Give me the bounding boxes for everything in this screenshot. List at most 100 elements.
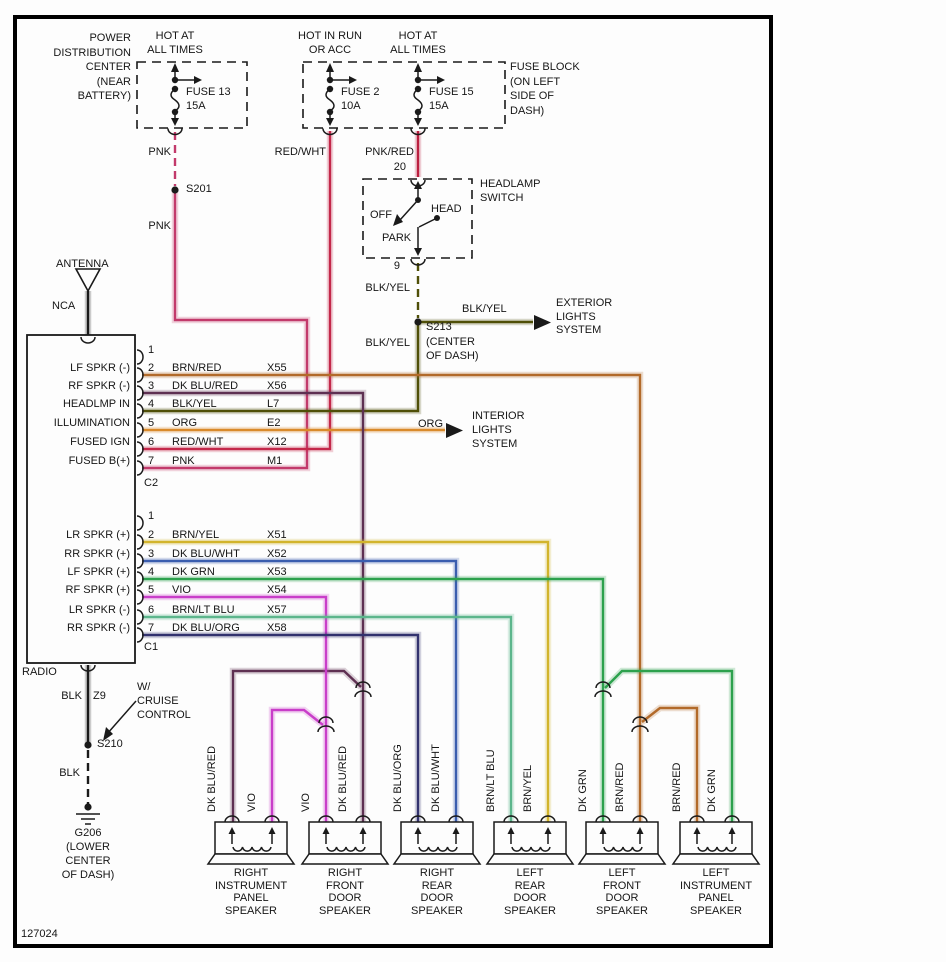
wire-dk-grn-branch [604, 669, 734, 822]
c1-code-4: X53 [267, 566, 287, 578]
c1-wire-4: DK GRN [172, 566, 215, 578]
fuse-15-amp: 15A [429, 100, 449, 112]
c2-pin-4: 4 [148, 398, 155, 410]
fuse-13-symbol [167, 63, 202, 136]
diagram-number: 127024 [21, 928, 58, 940]
c2-pin-6: 6 [148, 436, 155, 448]
headlamp-switch-box [362, 178, 473, 259]
c1-wire-6: BRN/LT BLU [172, 604, 235, 616]
radio-func-rf-spkr-neg: RF SPKR (-) [68, 380, 130, 392]
radio-func-lf-spkr-pos: LF SPKR (+) [67, 566, 130, 578]
wire-brn-yel [142, 540, 550, 822]
wire-vio-branch [270, 708, 324, 822]
c2-code-7: M1 [267, 455, 283, 467]
wire-vio-branch [268, 706, 326, 822]
wire-blk-yel [142, 322, 420, 413]
speaker-right-instrument-panel [206, 815, 296, 865]
headlamp-switch-label: HEADLAMP SWITCH [480, 178, 541, 204]
splice-s213-location: (CENTER OF DASH) [426, 336, 479, 362]
c1-pin-6: 6 [148, 604, 155, 616]
c2-code-3: X56 [267, 380, 287, 392]
wire-dk-blu-wht [142, 559, 458, 822]
power-distribution-center-box [136, 61, 248, 129]
headlamp-switch-pin-9: 9 [393, 260, 400, 272]
spkr4-left-wire-label: BRN/LT BLU [485, 749, 497, 812]
wire-dk-grn [142, 577, 605, 822]
c1-code-3: X52 [267, 548, 287, 560]
spkr4-right-wire-label: BRN/YEL [522, 764, 534, 812]
c1-code-2: X51 [267, 529, 287, 541]
wire-label-pnk-1: PNK [148, 146, 171, 158]
radio-func-fused-ign: FUSED IGN [70, 436, 130, 448]
wire-brn-lt-blu [142, 615, 513, 822]
radio-func-lr-spkr-pos: LR SPKR (+) [66, 529, 130, 541]
speaker-name-right-rear-door: RIGHT REAR DOOR SPEAKER [411, 867, 463, 917]
fuse-block-box [302, 61, 506, 129]
speaker-name-left-instrument-panel: LEFT INSTRUMENT PANEL SPEAKER [679, 867, 753, 917]
speaker-left-rear-door [485, 815, 575, 865]
radio-func-fused-b-plus: FUSED B(+) [68, 455, 130, 467]
cruise-control-label: W/ CRUISE CONTROL [137, 681, 191, 721]
fuse-block-label: FUSE BLOCK (ON LEFT SIDE OF DASH) [510, 61, 580, 117]
wire-brn-red-branch [641, 706, 699, 822]
c2-wire-7: PNK [172, 455, 195, 467]
diagram-border [13, 15, 773, 948]
cruise-control-arrow [103, 700, 137, 741]
c2-wire-5: ORG [172, 417, 198, 429]
splice-s210-dot [84, 741, 92, 749]
spkr1-right-wire-label: VIO [246, 793, 258, 812]
fuse-15-symbol [410, 63, 445, 136]
splice-s210-label: S210 [97, 738, 123, 750]
spkr3-left-wire-label: DK BLU/ORG [392, 744, 404, 812]
wire-dk-blu-org [142, 631, 422, 822]
wire-brn-red [142, 373, 642, 822]
c1-pin-2: 2 [148, 529, 155, 541]
spkr2-right-wire-label: DK BLU/RED [337, 745, 349, 812]
wire-pnk [142, 190, 309, 470]
radio-box [26, 334, 136, 664]
wire-label-pnk-2: PNK [148, 220, 171, 232]
c2-pin-1: 1 [148, 344, 155, 356]
speaker-name-left-front-door: LEFT FRONT DOOR SPEAKER [596, 867, 648, 917]
c1-code-5: X54 [267, 584, 287, 596]
radio-func-rr-spkr-neg: RR SPKR (-) [67, 622, 130, 634]
hot-in-run-or-acc-label: HOT IN RUN OR ACC [298, 30, 362, 56]
interior-lights-system-label: INTERIOR LIGHTS SYSTEM [472, 410, 525, 450]
c1-pin-3: 3 [148, 548, 155, 560]
wire-label-blk-yel-branch: BLK/YEL [462, 303, 507, 315]
speaker-name-right-front-door: RIGHT FRONT DOOR SPEAKER [319, 867, 371, 917]
wire-dk-blu-org [142, 633, 420, 822]
wire-dk-blu-red-branch [231, 669, 362, 822]
wire-label-blk-1: BLK [61, 690, 82, 702]
fuse-2-label: FUSE 2 [341, 86, 380, 98]
switch-position-off: OFF [370, 209, 392, 221]
c1-code-7: X58 [267, 622, 287, 634]
speaker-right-front-door [300, 815, 390, 865]
c1-pin-7: 7 [148, 622, 155, 634]
wire-label-pnk-red: PNK/RED [365, 146, 414, 158]
c2-pin-2: 2 [148, 362, 155, 374]
c1-wire-3: DK BLU/WHT [172, 548, 240, 560]
spkr2-left-wire-label: VIO [300, 793, 312, 812]
fuse-2-amp: 10A [341, 100, 361, 112]
c1-wire-2: BRN/YEL [172, 529, 220, 541]
speaker-left-instrument-panel [671, 815, 761, 865]
c1-pin-1: 1 [148, 510, 155, 522]
switch-position-park: PARK [382, 232, 412, 244]
c2-code-5: E2 [267, 417, 281, 429]
speaker-name-right-instrument-panel: RIGHT INSTRUMENT PANEL SPEAKER [214, 867, 288, 917]
c1-code-6: X57 [267, 604, 287, 616]
interior-lights-arrow [446, 423, 463, 438]
c2-wire-2: BRN/RED [172, 362, 222, 374]
splice-s201-dot [171, 186, 179, 194]
spkr5-left-wire-label: DK GRN [577, 769, 589, 812]
power-distribution-center-label: POWER DISTRIBUTION CENTER (NEAR BATTERY) [53, 32, 131, 102]
fuse-2-symbol [322, 63, 357, 136]
radio-func-lf-spkr-neg: LF SPKR (-) [70, 362, 130, 374]
ground-g206-label: G206 (LOWER CENTER OF DASH) [61, 827, 115, 881]
c2-wire-3: DK BLU/RED [172, 380, 239, 392]
fuse-13-label: FUSE 13 [186, 86, 231, 98]
switch-position-head: HEAD [431, 203, 462, 215]
exterior-lights-system-label: EXTERIOR LIGHTS SYSTEM [556, 297, 613, 336]
